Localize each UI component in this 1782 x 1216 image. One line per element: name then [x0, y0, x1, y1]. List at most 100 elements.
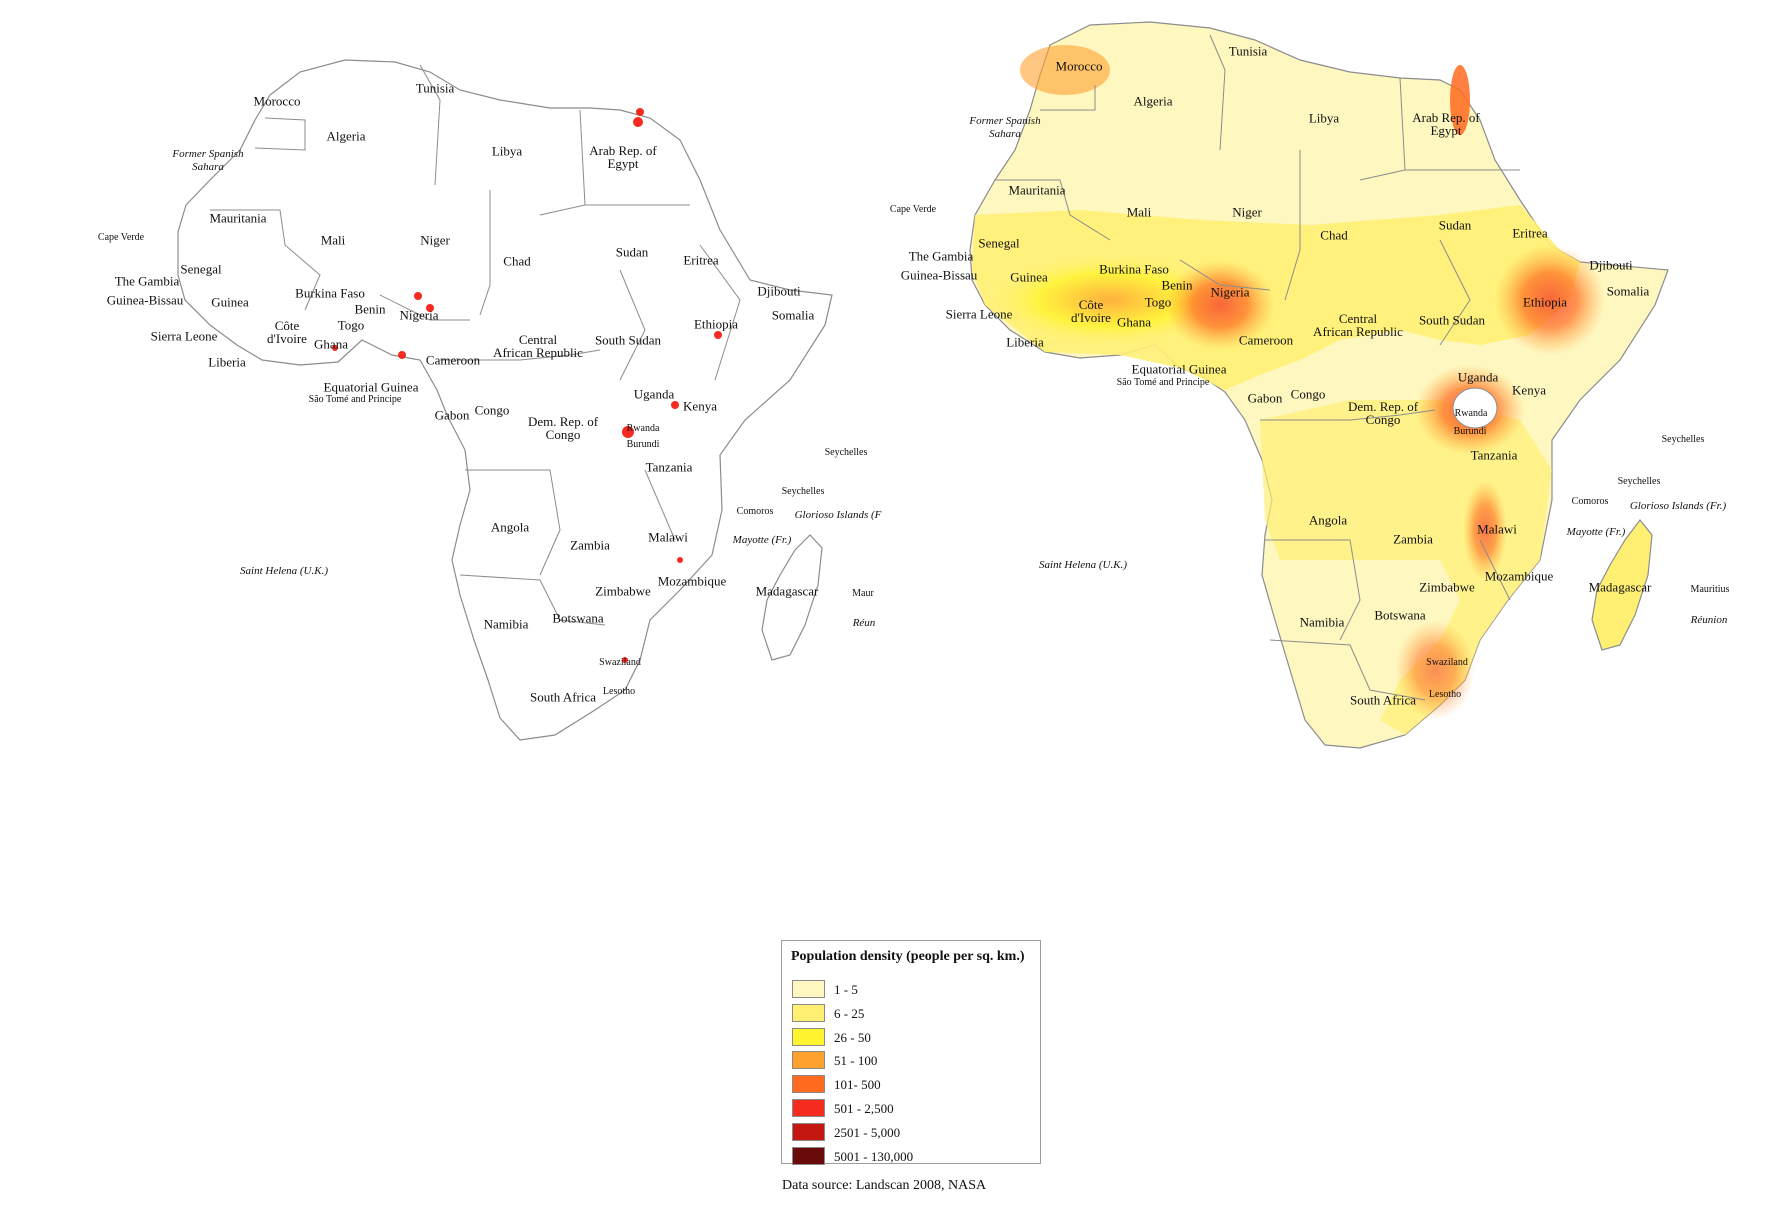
label-mali: Mali	[1126, 204, 1152, 220]
dot-ghana	[332, 345, 338, 351]
label-uganda: Uganda	[633, 386, 675, 402]
label-eritrea: Eritrea	[683, 252, 719, 268]
madagascar-outline	[761, 534, 823, 661]
label-congo: Congo	[474, 402, 510, 418]
label-south-sudan: South Sudan	[1418, 312, 1486, 328]
label-cameroon: Cameroon	[1238, 332, 1294, 348]
label-angola: Angola	[490, 519, 530, 535]
label-rwanda: Rwanda	[1454, 408, 1488, 419]
label-zambia: Zambia	[570, 537, 610, 553]
label-spanish-sahara: Former Spanish Sahara	[969, 115, 1041, 140]
dot-lagos	[398, 351, 406, 359]
label-congo: Congo	[1290, 386, 1326, 402]
lake-victoria	[1452, 387, 1498, 429]
maghreb-density	[1020, 45, 1110, 95]
label-drc: Dem. Rep. of Congo	[1347, 399, 1419, 427]
label-tanzania: Tanzania	[645, 459, 693, 475]
label-mozambique: Mozambique	[657, 573, 727, 589]
label-ghana: Ghana	[314, 336, 348, 352]
r-border-10	[1269, 639, 1426, 701]
r-border-9	[1265, 539, 1361, 641]
nigeria-density	[1165, 260, 1275, 350]
legend-swatch	[792, 1051, 825, 1070]
dot-egypt-nile	[633, 117, 643, 127]
r-border-7	[1439, 239, 1471, 346]
label-mali: Mali	[320, 232, 346, 248]
label-libya: Libya	[1308, 110, 1340, 126]
left-density-dots	[332, 108, 722, 663]
legend-label: 1 - 5	[834, 982, 858, 997]
label-mauritius: Maur	[852, 588, 874, 599]
label-rwanda: Rwanda	[626, 423, 660, 434]
label-burkina: Burkina Faso	[1099, 261, 1169, 277]
right-map: Morocco Tunisia Algeria Libya Arab Rep. …	[880, 0, 1782, 760]
dot-sa	[622, 657, 628, 663]
border-7	[619, 269, 646, 381]
label-namibia: Namibia	[1299, 614, 1345, 630]
label-eq-guinea: Equatorial Guinea	[323, 379, 419, 395]
label-tanzania: Tanzania	[1470, 447, 1518, 463]
legend-label: 5001 - 130,000	[834, 1148, 914, 1164]
label-drc: Dem. Rep. of Congo	[527, 414, 599, 442]
label-chad: Chad	[1320, 227, 1348, 243]
label-sierra-leone: Sierra Leone	[150, 328, 218, 344]
border-12	[644, 469, 676, 541]
legend: Population density (people per sq. km.) …	[781, 940, 1041, 1165]
legend-label: 101- 500	[834, 1077, 881, 1093]
label-ethiopia: Ethiopia	[693, 316, 739, 332]
border-2	[210, 209, 321, 311]
label-guinea-bissau: Guinea-Bissau	[900, 267, 978, 283]
label-morocco: Morocco	[253, 93, 301, 109]
label-uganda: Uganda	[1457, 369, 1499, 385]
label-sao-tome: São Tomé and Principe	[308, 394, 402, 405]
border-8	[699, 244, 741, 381]
label-gabon: Gabon	[1247, 390, 1283, 406]
label-nigeria: Nigeria	[1210, 284, 1250, 300]
label-spanish-sahara: Former Spanish Sahara	[172, 148, 244, 173]
r-border-12	[1179, 259, 1271, 291]
label-tunisia: Tunisia	[1228, 43, 1268, 59]
legend-label: 51 - 100	[834, 1053, 878, 1069]
data-source: Data source: Landscan 2008, NASA	[782, 1178, 987, 1193]
label-gambia: The Gambia	[114, 273, 180, 289]
label-glorioso: Glorioso Islands (F	[794, 509, 882, 521]
legend-label: 2501 - 5,000	[834, 1124, 901, 1140]
label-madagascar: Madagascar	[1588, 579, 1652, 595]
label-somalia: Somalia	[1606, 283, 1650, 299]
label-comoros: Comoros	[736, 506, 774, 517]
label-guinea-bissau: Guinea-Bissau	[106, 292, 184, 308]
label-benin: Benin	[1161, 277, 1193, 293]
legend-swatch	[792, 1146, 825, 1165]
ethiopia-density	[1495, 245, 1605, 355]
border-1	[254, 117, 306, 151]
label-sao-tome: São Tomé and Principe	[1116, 377, 1210, 388]
legend-title: Population density (people per sq. km.)	[791, 949, 1025, 964]
label-car: Central African Republic	[493, 332, 583, 360]
label-saint-helena: Saint Helena (U.K.)	[240, 565, 328, 577]
label-ghana: Ghana	[1117, 314, 1151, 330]
r-border-1	[1040, 85, 1096, 111]
label-swaziland: Swaziland	[1426, 657, 1468, 668]
dot-malawi	[677, 557, 683, 563]
label-south-africa: South Africa	[529, 689, 597, 705]
label-niger: Niger	[1232, 204, 1262, 220]
r-border-3	[1209, 34, 1226, 151]
label-mozambique: Mozambique	[1484, 568, 1554, 584]
label-burundi: Burundi	[1453, 426, 1487, 437]
dot-ethiopia	[714, 331, 722, 339]
dot-egypt-delta	[636, 108, 644, 116]
label-zambia: Zambia	[1393, 531, 1433, 547]
label-libya: Libya	[491, 143, 523, 159]
label-togo: Togo	[337, 317, 365, 333]
r-border-11	[1479, 539, 1511, 601]
label-sudan: Sudan	[615, 244, 649, 260]
madagascar-fill	[1591, 519, 1653, 651]
malawi-density	[1463, 480, 1507, 580]
right-country-borders	[995, 34, 1520, 701]
label-gabon: Gabon	[434, 407, 470, 423]
label-ethiopia: Ethiopia	[1522, 294, 1568, 310]
label-eritrea: Eritrea	[1512, 225, 1548, 241]
label-botswana: Botswana	[1374, 607, 1426, 623]
africa-outline	[177, 59, 833, 741]
left-map-canvas	[177, 59, 833, 741]
